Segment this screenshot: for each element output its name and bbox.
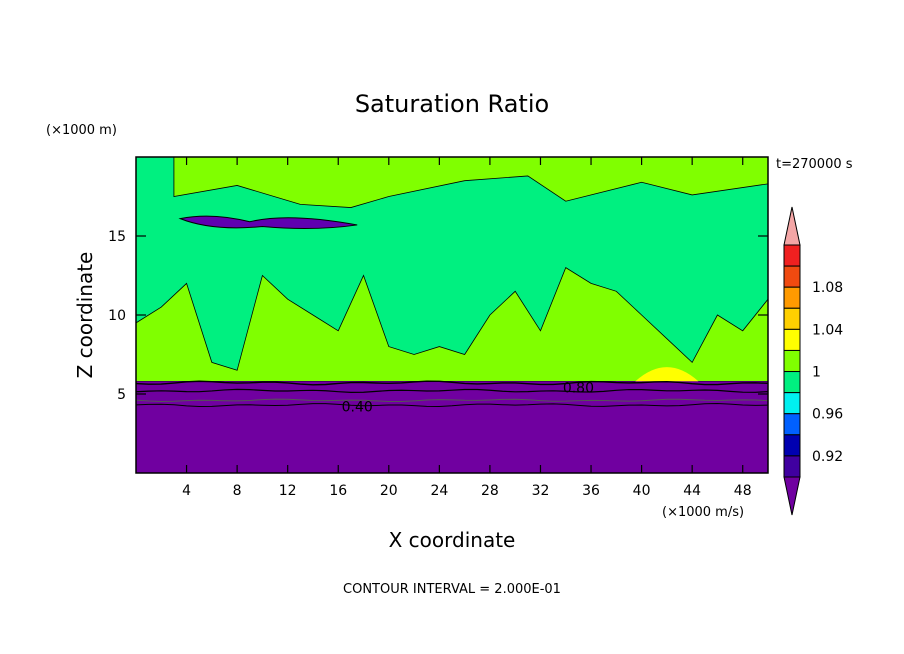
- colorbar-segment: [783, 286, 801, 309]
- colorbar-label: 1.08: [812, 280, 843, 296]
- colorbar-label: 0.92: [812, 449, 843, 465]
- x-tick-label: 32: [532, 483, 550, 499]
- colorbar-segment: [783, 434, 801, 457]
- x-tick-label: 28: [481, 483, 499, 499]
- x-axis-title: X coordinate: [389, 528, 516, 552]
- colorbar-bottom-arrow: [783, 476, 801, 516]
- y-tick-label: 15: [108, 229, 126, 245]
- contour-line: [136, 380, 768, 386]
- contour-labels: 0.40 0.80: [342, 381, 594, 416]
- colorbar-top-arrow: [783, 206, 801, 246]
- colorbar-label: 0.96: [812, 407, 843, 423]
- colorbar-segment: [783, 413, 801, 436]
- contour-line: [136, 403, 768, 408]
- contour-interval-footer: CONTOUR INTERVAL = 2.000E-01: [343, 582, 561, 597]
- colorbar-segment: [783, 455, 801, 478]
- yellow-peak-region: [635, 367, 699, 382]
- y-ticks: 5 10 15: [108, 229, 768, 403]
- contour-label: 0.80: [563, 381, 594, 397]
- colorbar-segment: [783, 244, 801, 267]
- y-tick-label: 5: [117, 387, 126, 403]
- colorbar-segment: [783, 371, 801, 394]
- colorbar-label: 1.04: [812, 322, 843, 338]
- x-tick-label: 12: [279, 483, 297, 499]
- x-tick-label: 24: [430, 483, 448, 499]
- saturation-field: [136, 157, 768, 473]
- colorbar-segment: [783, 307, 801, 330]
- time-label: t=270000 s: [776, 157, 853, 172]
- colorbar-label: 1: [812, 365, 821, 381]
- x-tick-label: 4: [182, 483, 191, 499]
- colorbar-segment: [783, 265, 801, 288]
- x-tick-label: 16: [329, 483, 347, 499]
- dry-band-region: [178, 215, 358, 230]
- x-ticks: 4 8 12 16 20 24 28 32 36 40 44 48: [182, 157, 752, 499]
- colorbar-segment: [783, 328, 801, 351]
- chart-title: Saturation Ratio: [355, 90, 549, 118]
- x-tick-label: 48: [734, 483, 752, 499]
- colorbar: 1.08 1.04 1 0.96 0.92: [783, 206, 843, 516]
- contour-line: [136, 398, 768, 402]
- colorbar-segment: [783, 349, 801, 373]
- x-tick-label: 44: [683, 483, 701, 499]
- supersaturated-region-upper: [173, 157, 768, 208]
- x-tick-label: 36: [582, 483, 600, 499]
- x-unit-label: (×1000 m/s): [662, 505, 744, 520]
- x-tick-label: 20: [380, 483, 398, 499]
- supersaturated-region: [136, 267, 768, 382]
- contour-line: [136, 388, 768, 393]
- lower-layer-region: [136, 381, 768, 473]
- colorbar-segment: [783, 392, 801, 415]
- x-tick-label: 8: [233, 483, 242, 499]
- x-tick-label: 40: [633, 483, 651, 499]
- y-unit-label: (×1000 m): [46, 123, 117, 138]
- y-axis-title: Z coordinate: [73, 252, 97, 379]
- contour-label: 0.40: [342, 400, 373, 416]
- y-tick-label: 10: [108, 308, 126, 324]
